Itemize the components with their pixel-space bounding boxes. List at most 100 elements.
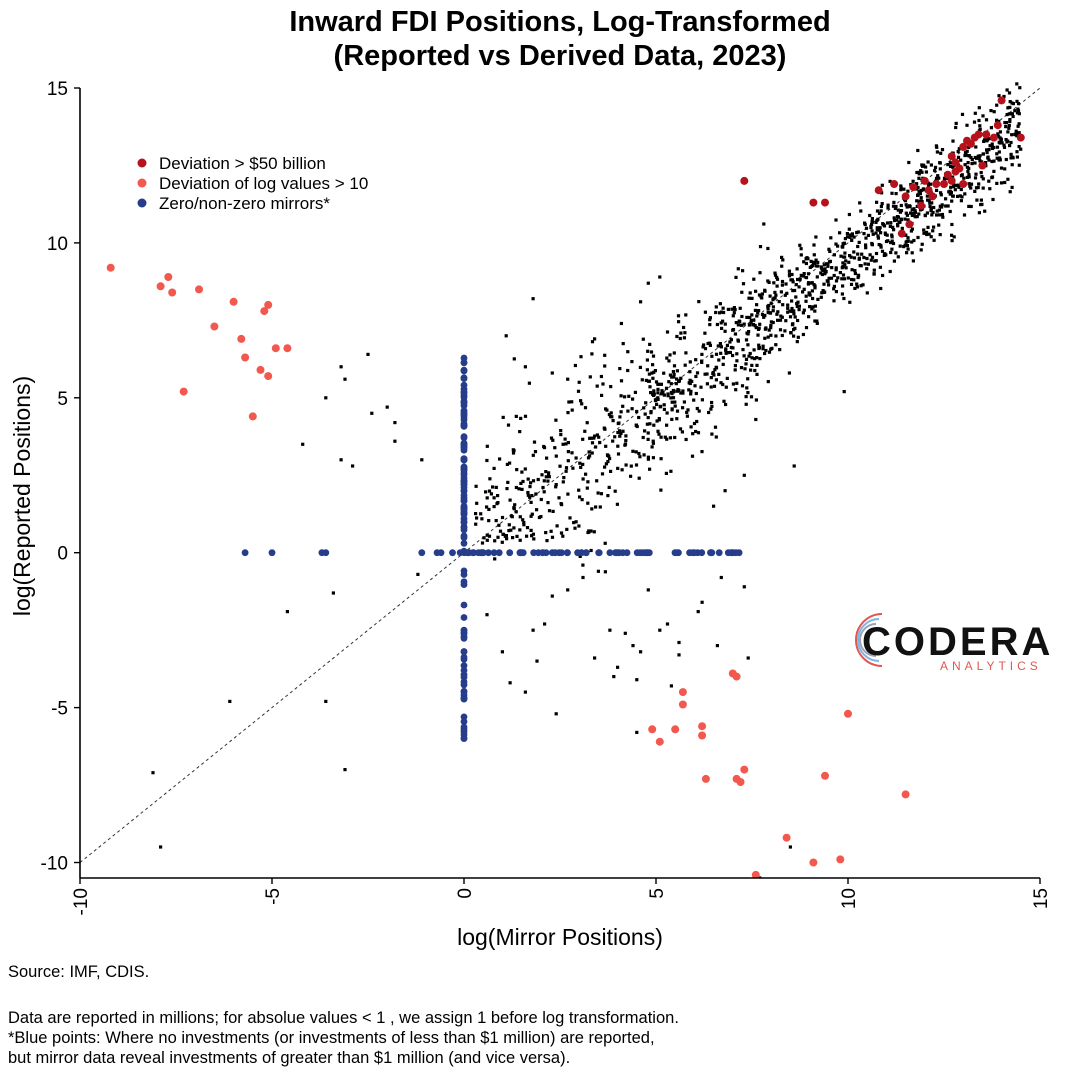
point-other: [675, 369, 679, 373]
point-other: [992, 145, 996, 150]
point-other: [849, 255, 853, 259]
point-other: [895, 215, 900, 219]
point-other: [733, 332, 738, 336]
point-zero-mirror: [475, 549, 482, 557]
point-other: [912, 207, 916, 211]
point-other: [616, 452, 621, 456]
point-other: [485, 496, 489, 500]
point-other: [562, 476, 566, 480]
point-deviation-log: [678, 700, 687, 709]
point-other: [420, 458, 424, 462]
point-other: [724, 402, 728, 407]
point-other: [623, 631, 627, 635]
point-other: [595, 384, 599, 388]
point-other: [920, 170, 924, 174]
point-other: [505, 487, 509, 491]
legend-label: Deviation of log values > 10: [159, 174, 368, 193]
point-other: [898, 244, 902, 248]
point-other: [925, 232, 929, 237]
point-other: [736, 267, 740, 271]
point-other: [498, 457, 502, 461]
point-other: [551, 509, 555, 513]
point-other: [708, 318, 712, 322]
point-other: [578, 461, 582, 465]
point-other: [852, 250, 856, 254]
point-other: [799, 253, 803, 257]
point-other: [978, 154, 982, 158]
point-other: [679, 391, 683, 395]
point-other: [646, 349, 650, 353]
point-other: [697, 409, 701, 413]
point-other: [790, 309, 794, 314]
point-other: [786, 303, 790, 307]
point-other: [923, 213, 927, 217]
point-other: [780, 255, 784, 259]
x-tick-label: 15: [1031, 888, 1052, 909]
point-other: [788, 309, 792, 313]
point-zero-mirror: [460, 411, 468, 419]
point-zero-mirror: [460, 511, 468, 518]
point-other: [514, 510, 518, 514]
point-other: [905, 251, 909, 255]
point-other: [838, 271, 842, 275]
point-deviation-log: [106, 263, 115, 272]
point-other: [834, 242, 838, 246]
point-other: [944, 197, 948, 201]
point-other: [967, 204, 971, 208]
point-other: [682, 400, 686, 404]
x-axis-ticks: -10 -5 0 5 10 15: [71, 878, 1052, 915]
point-other: [659, 457, 663, 461]
point-other: [733, 364, 737, 368]
point-zero-mirror: [727, 549, 735, 557]
point-other: [830, 266, 834, 270]
point-other: [671, 370, 675, 374]
point-other: [593, 656, 597, 660]
point-other: [836, 244, 840, 248]
point-other: [496, 501, 500, 505]
point-other: [512, 448, 516, 453]
point-deviation-log: [195, 285, 203, 294]
point-other: [530, 534, 534, 538]
point-other: [856, 230, 860, 234]
point-zero-mirror: [460, 523, 468, 531]
point-other: [1016, 124, 1020, 128]
point-zero-mirror: [595, 549, 603, 557]
point-other: [842, 390, 846, 394]
point-other: [554, 712, 558, 716]
point-other: [587, 450, 591, 454]
series-deviation-log-values: [106, 263, 910, 878]
point-other: [858, 264, 862, 268]
point-other: [1015, 99, 1019, 103]
point-other: [1004, 138, 1008, 142]
point-other: [875, 209, 880, 213]
point-other: [646, 437, 650, 441]
point-zero-mirror: [707, 549, 714, 557]
point-other: [1002, 94, 1006, 99]
point-other: [824, 270, 828, 274]
point-other: [546, 479, 550, 483]
point-other: [500, 650, 504, 654]
point-other: [623, 395, 627, 399]
point-other: [518, 430, 522, 434]
point-other: [696, 610, 700, 614]
point-deviation-50b: [940, 180, 948, 188]
point-other: [618, 415, 622, 419]
point-other: [649, 391, 653, 395]
point-other: [529, 514, 533, 518]
point-other: [776, 318, 780, 322]
point-other: [969, 204, 973, 209]
point-other: [981, 186, 985, 190]
point-other: [1016, 102, 1021, 106]
point-other: [672, 364, 677, 368]
point-other: [721, 362, 725, 366]
point-deviation-50b: [989, 133, 998, 142]
point-other: [834, 279, 839, 283]
point-other: [864, 236, 868, 240]
point-zero-mirror: [460, 496, 468, 504]
point-other: [959, 187, 963, 192]
point-other: [662, 407, 666, 411]
point-other: [742, 354, 746, 358]
point-other: [603, 465, 607, 469]
point-other: [896, 255, 900, 259]
point-other: [656, 382, 660, 386]
